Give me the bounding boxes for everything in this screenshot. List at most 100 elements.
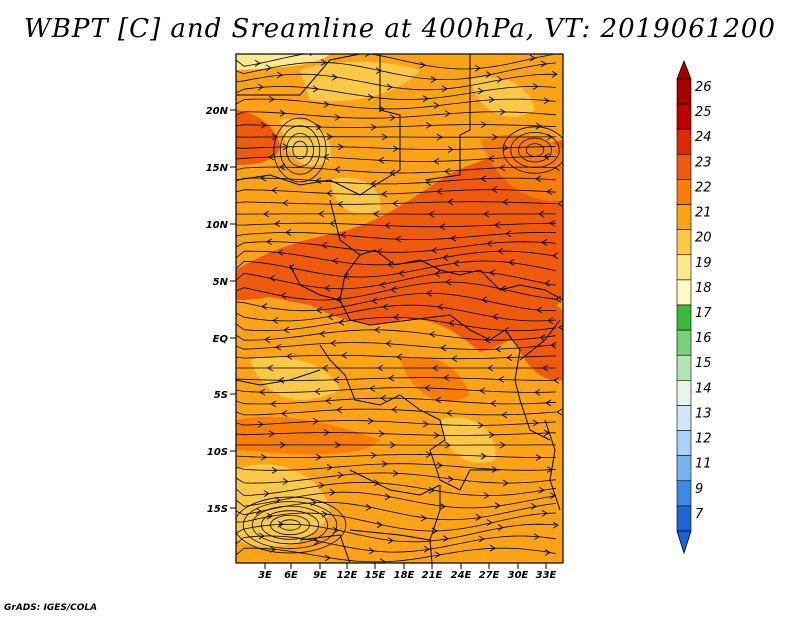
streamline-arrow [381,133,388,141]
colorbar-bottom-arrow [676,530,692,555]
streamline-arrow [269,274,276,282]
streamline-arrow [384,222,391,229]
streamline-arrow [281,410,288,417]
lon-tick-label: 21E [422,570,443,581]
country-border [369,314,506,341]
map-panel [236,54,563,563]
streamline-arrow [444,110,451,118]
colorbar-label: 7 [695,507,704,522]
lon-tick-label: 9E [313,570,327,581]
streamline-arrow [384,493,391,501]
colorbar-segment [676,128,692,155]
colorbar-segment [676,354,692,381]
lon-tick-label: 15E [365,570,386,581]
streamline-arrow [395,235,402,243]
colorbar-label: 25 [695,105,712,120]
streamline-arrow [382,303,389,311]
streamline-arrow [387,261,394,269]
colorbar-label: 24 [695,130,712,145]
streamline-arrow [279,109,286,117]
streamline-arrow [381,460,388,468]
streamline [236,420,557,426]
streamline-arrow [325,397,332,405]
streamline-arrow [486,519,493,527]
streamline-arrow [424,384,431,392]
streamline-arrow [373,479,380,487]
streamline-arrow [447,475,454,483]
streamline-arrow [314,388,321,395]
streamline-arrow [490,400,497,407]
streamline [236,501,557,521]
streamline-arrow [541,509,548,517]
country-border [236,54,361,96]
streamline-eddy [242,501,338,549]
streamline-arrow [271,466,278,474]
streamline-arrow [318,210,325,218]
streamline-arrow [381,190,388,198]
lat-tick-label: 5S [214,390,228,401]
streamline-eddy [251,505,329,545]
streamline-eddy [270,514,310,536]
streamline-arrow [326,189,333,197]
streamline-arrow [266,238,273,246]
streamline-arrow [547,317,554,324]
country-border [399,394,446,451]
streamline-arrow [552,521,559,529]
streamline-arrow [446,409,453,417]
streamline-arrow [370,123,377,131]
streamline-arrow [487,364,494,372]
streamline [236,481,557,496]
streamline-arrow [389,169,396,177]
streamline-eddy [236,496,347,554]
light-patch-nw [280,119,331,166]
streamline-arrow [552,252,559,260]
country-border [429,449,500,491]
streamline-arrow [379,558,386,563]
streamline-arrow [480,175,487,183]
streamline-arrow [333,376,340,384]
colorbar-segment [676,304,692,331]
country-border [289,264,341,301]
streamline-arrow [318,481,325,489]
streamline-arrow [324,554,331,562]
country-border [544,419,561,511]
streamline-arrow [432,364,439,372]
streamline [236,124,557,128]
streamline-arrow [483,492,490,500]
streamline [236,472,557,484]
streamline-arrow [539,334,546,342]
colorbar-label: 21 [695,206,712,221]
streamline-arrow [501,411,508,419]
country-border [299,534,351,563]
streamline-arrow [549,492,556,500]
streamline [236,281,557,301]
streamline-arrow [268,153,275,161]
streamline-arrow [483,210,490,218]
streamline-arrow [546,466,553,474]
country-border [424,54,471,181]
streamline-arrow [323,429,330,436]
streamline [236,512,557,532]
streamline-arrow [330,339,337,347]
streamline-arrow [279,163,286,171]
streamline-arrow [447,146,454,153]
streamline-arrow [282,199,289,207]
streamline-arrow [393,313,400,321]
streamline-arrow [377,364,384,372]
lat-tick-label: EQ [213,334,229,345]
streamline-arrow [321,242,328,249]
streamline-arrow [488,96,495,104]
streamline-arrow [283,326,290,334]
colorbar-segment [676,455,692,482]
lat-tick-label: 20N [206,106,229,117]
colorbar-label: 20 [695,231,712,246]
streamline-arrow [323,153,330,161]
streamline-arrow [338,318,345,326]
streamline-arrow [373,210,380,218]
streamline [236,453,557,459]
streamlines [236,54,563,563]
streamline-eddy [260,510,319,540]
lat-tick-label: 10S [207,447,228,458]
streamline-arrow [364,54,371,58]
